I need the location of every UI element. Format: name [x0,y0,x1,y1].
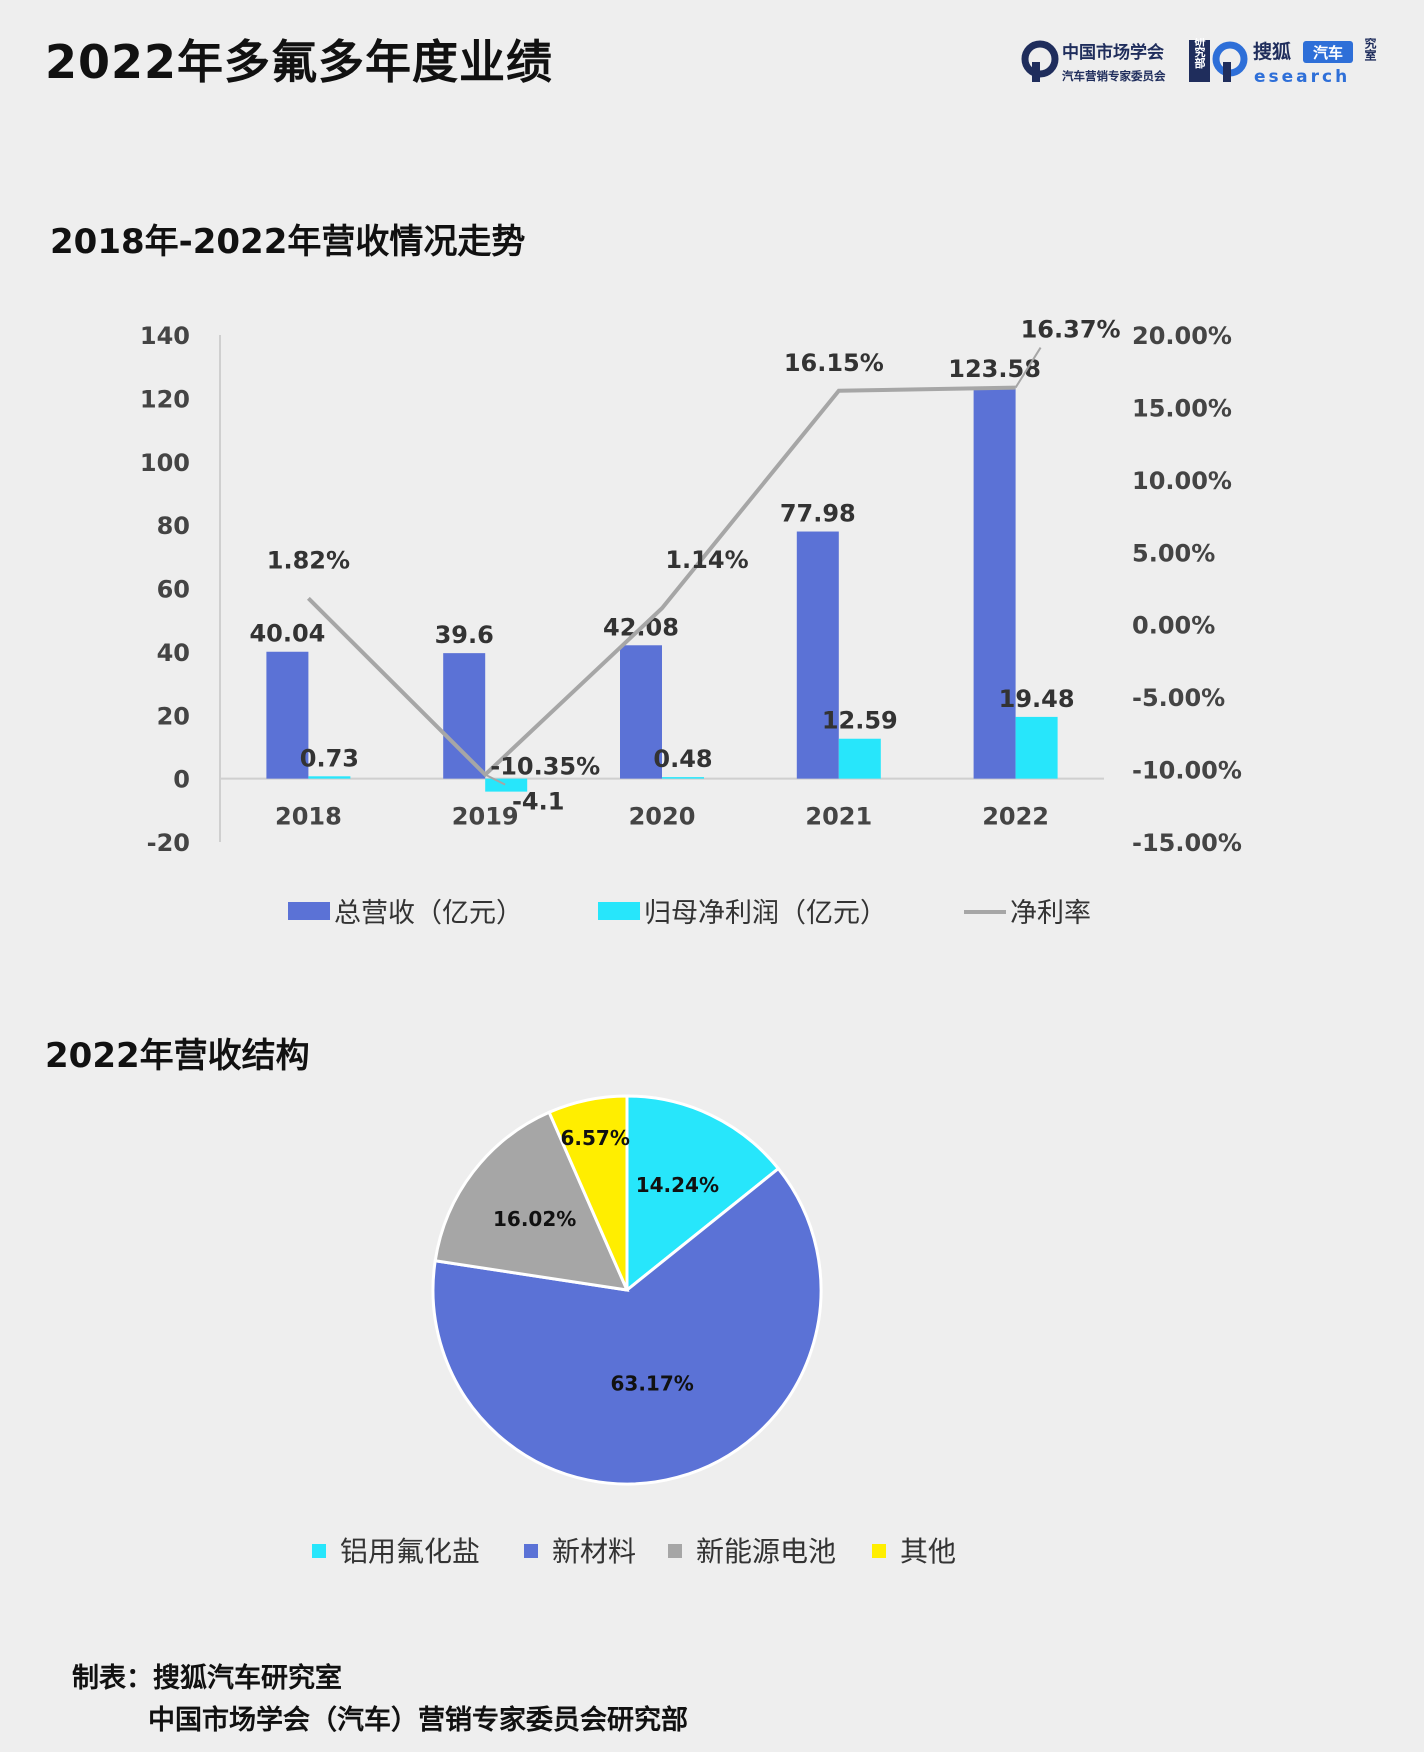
pie-data-label: 63.17% [610,1372,693,1396]
footer-line-1: 制表：搜狐汽车研究室 [72,1663,342,1694]
cms-logo-icon [1021,40,1059,82]
legend-swatch [288,902,330,920]
x-tick-label: 2021 [805,803,872,831]
revenue-trend-chart: 140 120 100 80 60 40 20 0 -20 20.00% 15.00% 10.00% 5… [140,316,1242,929]
y-right-tick-label: 10.00% [1132,467,1232,495]
pie-legend-label: 新能源电池 [696,1535,836,1568]
logo1-badge-box [1189,40,1210,82]
y-right-tick-label: -15.00% [1132,829,1242,857]
logo1-line1: 中国市场学会 [1062,42,1164,63]
y-left-tick-label: 20 [157,702,190,730]
footer: 制表：搜狐汽车研究室 中国市场学会（汽车）营销专家委员会研究部 [72,1658,688,1742]
pie-legend-swatch [872,1544,886,1558]
logo2-tag-box [1303,41,1353,63]
pie-legend-label: 新材料 [552,1535,636,1568]
revenue-data-label: 40.04 [249,620,325,648]
logo2-side: 研究室 [1363,38,1377,62]
logo-group: 中国市场学会 汽车营销专家委员会 研究部 搜狐 汽车 esearch 研究室 [1021,38,1377,86]
y-right-tick-label: 20.00% [1132,322,1232,350]
pie-slice [625,1094,781,1294]
sohu-logo-icon [1212,41,1248,82]
bar-chart-title: 2018年-2022年营收情况走势 [50,222,526,262]
pie-slice [433,1110,630,1292]
revenue-data-label: 123.58 [948,355,1041,383]
revenue-structure-chart: 14.24% 63.17% 16.02% 6.57% 铝用氟化盐 新材料 新能源电池 其他 [312,1094,956,1568]
legend-label: 净利率 [1010,898,1091,929]
y-left-tick-label: 120 [140,385,190,413]
net-profit-bar [1015,716,1058,779]
pie-slice [547,1094,629,1291]
net-profit-data-label: 19.48 [999,685,1075,713]
legend-label: 总营收（亿元） [334,898,523,929]
net-margin-data-label: 1.14% [665,546,748,574]
revenue-data-label: 39.6 [435,621,494,649]
net-margin-data-label: -10.35% [490,753,600,781]
logo2-name: 搜狐 [1253,40,1291,63]
net-margin-data-label: 1.82% [267,546,350,574]
y-left-tick-label: -20 [147,829,190,857]
y-left-tick-label: 0 [173,766,190,794]
revenue-bar [973,387,1016,779]
net-profit-bar [485,778,528,792]
net-margin-data-label: 16.15% [784,349,884,377]
net-margin-leader-line [484,773,506,786]
net-margin-line [306,385,1016,778]
pie-legend-swatch [524,1544,538,1558]
y-right-tick-label: -10.00% [1132,757,1242,785]
y-right-tick-label: 15.00% [1132,394,1232,422]
pie-chart-title: 2022年营收结构 [45,1036,310,1076]
pie-legend-label: 铝用氟化盐 [340,1535,480,1568]
pie-legend-label: 其他 [900,1535,956,1568]
x-tick-label: 2020 [629,803,696,831]
net-profit-bar [662,777,704,779]
y-left-tick-label: 100 [140,449,190,477]
revenue-bar [266,651,309,779]
net-profit-data-label: 0.48 [653,745,712,773]
footer-line-2: 中国市场学会（汽车）营销专家委员会研究部 [148,1705,688,1736]
y-left-tick-label: 140 [140,322,190,350]
logo2-sub: esearch [1254,67,1350,86]
logo1-badge: 研究部 [1193,38,1206,69]
net-profit-bar [838,738,881,779]
page-title: 2022年多氟多年度业绩 [45,35,554,89]
logo2-tag: 汽车 [1313,44,1343,62]
legend-label: 归母净利润（亿元） [644,898,887,929]
net-profit-data-label: 12.59 [822,707,898,735]
y-right-tick-label: -5.00% [1132,684,1225,712]
y-left-tick-label: 40 [157,639,190,667]
y-left-tick-label: 80 [157,512,190,540]
pie-legend-swatch [668,1544,682,1558]
revenue-bar [443,653,486,779]
net-profit-data-label: -4.1 [512,788,564,816]
pie-data-label: 6.57% [560,1126,629,1150]
net-margin-leader-line [1014,347,1042,389]
pie-data-label: 16.02% [493,1207,576,1231]
revenue-bar [796,531,839,779]
y-right-tick-label: 0.00% [1132,612,1215,640]
net-margin-data-label: 16.37% [1021,316,1121,344]
revenue-bar [620,645,662,779]
x-tick-label: 2022 [982,803,1049,831]
revenue-data-label: 77.98 [780,500,856,528]
y-right-tick-label: 5.00% [1132,539,1215,567]
x-tick-label: 2019 [452,803,519,831]
legend-swatch [598,902,640,920]
y-left-tick-label: 60 [157,576,190,604]
net-profit-bar [308,776,351,779]
logo1-line2: 汽车营销专家委员会 [1062,69,1166,83]
pie-legend-swatch [312,1544,326,1558]
pie-data-label: 14.24% [636,1173,719,1197]
net-profit-data-label: 0.73 [300,744,359,772]
x-tick-label: 2018 [275,803,342,831]
pie-slice [431,1166,823,1486]
